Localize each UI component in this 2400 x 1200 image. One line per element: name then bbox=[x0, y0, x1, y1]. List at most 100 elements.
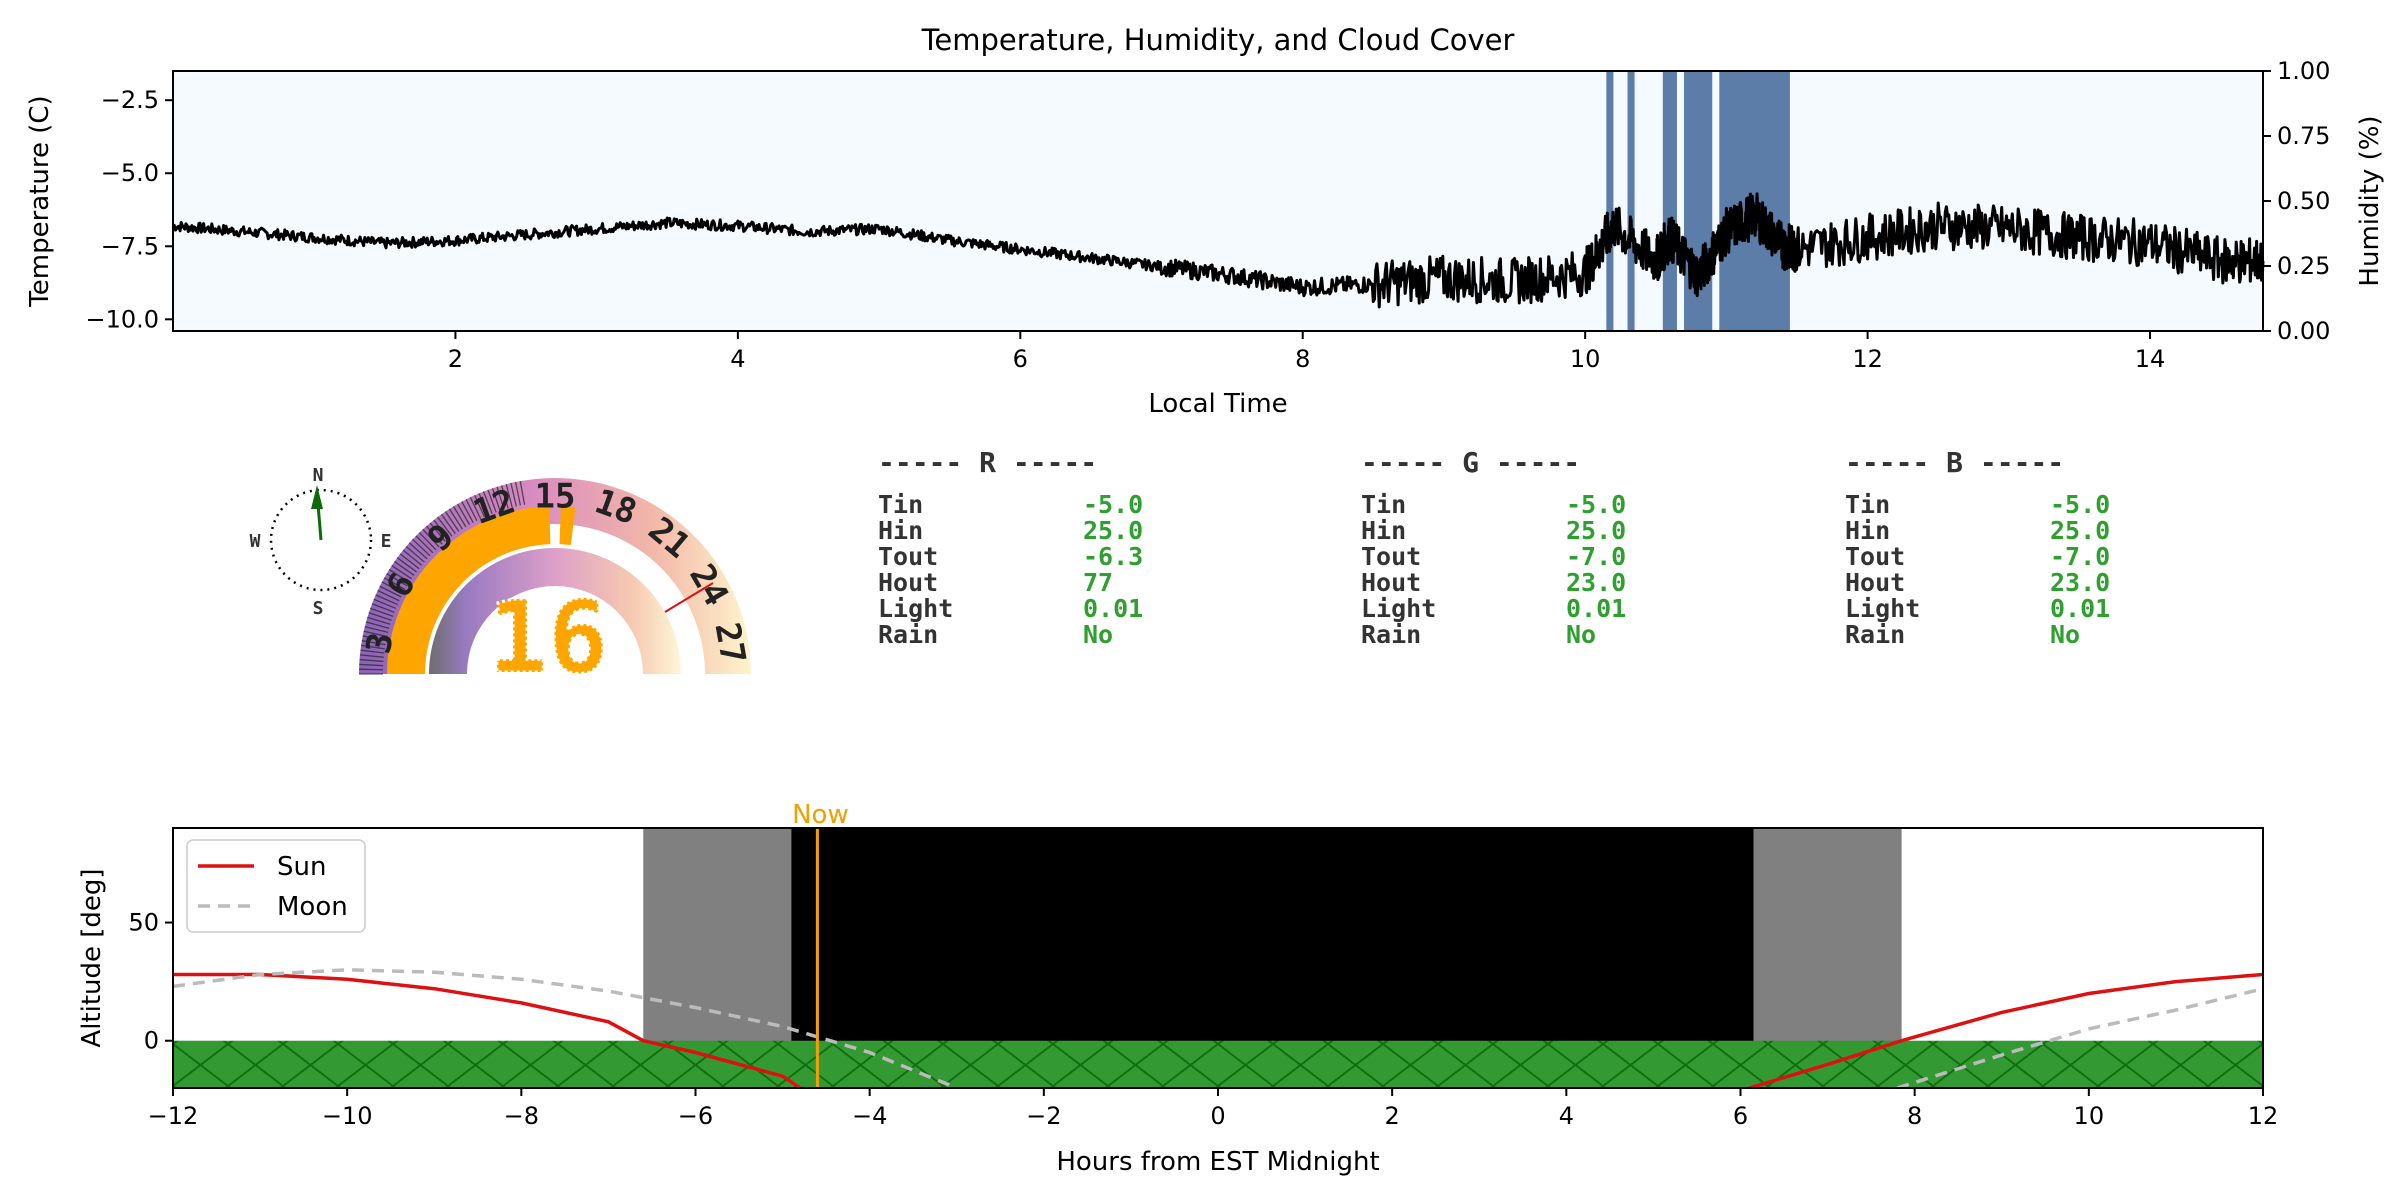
station-row-label: Light bbox=[1845, 594, 1920, 623]
dial-tick bbox=[361, 644, 385, 650]
dial-tick bbox=[377, 589, 400, 602]
y-tick-left-label: −2.5 bbox=[101, 86, 159, 114]
sun-altitude-line bbox=[173, 972, 801, 1088]
dial-tick bbox=[370, 607, 394, 617]
wind-needle-head-icon bbox=[311, 485, 323, 509]
sky-x-tick-label: −10 bbox=[322, 1102, 373, 1130]
y-axis-right-ticks: 0.00 0.25 0.50 0.75 1.00 bbox=[2263, 57, 2330, 345]
dial-tick bbox=[391, 564, 413, 580]
dial-current-marker bbox=[559, 506, 576, 545]
sky-y-tick-label: 0 bbox=[144, 1027, 159, 1055]
now-marker-label: Now bbox=[792, 800, 849, 830]
dial-tick bbox=[487, 489, 497, 513]
x-tick-label: 12 bbox=[1852, 345, 1883, 373]
dial-tick bbox=[375, 594, 398, 606]
y-tick-left-label: −10.0 bbox=[85, 305, 159, 333]
x-tick-label: 2 bbox=[448, 345, 463, 373]
station-block: ----- G ----- Tin -5.0 Hin 25.0 Tout -7.0 Hout 2… bbox=[1361, 446, 1626, 649]
station-row-value: 25.0 bbox=[1566, 516, 1626, 545]
dial-tick bbox=[408, 542, 428, 560]
station-row-value: 0.01 bbox=[2050, 594, 2110, 623]
sky-legend: Sun Moon bbox=[186, 839, 366, 933]
sky-x-axis-label: Hours from EST Midnight bbox=[1056, 1147, 1379, 1177]
dial-tick bbox=[383, 577, 406, 591]
sky-x-tick-label: 0 bbox=[1210, 1102, 1225, 1130]
station-row-label: Tin bbox=[1361, 490, 1406, 519]
station-row-label: Tout bbox=[1361, 542, 1421, 571]
station-row-label: Light bbox=[878, 594, 953, 623]
compass-ring bbox=[269, 488, 373, 592]
station-row-value: No bbox=[2050, 620, 2080, 649]
station-row-value: 77 bbox=[1083, 568, 1113, 597]
dial-tick bbox=[359, 658, 384, 663]
dial-tick bbox=[388, 569, 410, 583]
dial-tick bbox=[474, 494, 486, 518]
x-tick-label: 10 bbox=[1570, 345, 1601, 373]
dial-tick bbox=[452, 506, 467, 528]
dial-tick bbox=[514, 481, 522, 506]
station-row-label: Rain bbox=[878, 620, 938, 649]
station-row-value: -5.0 bbox=[2050, 490, 2110, 519]
dial-tick bbox=[425, 525, 443, 545]
sky-x-tick-label: 6 bbox=[1733, 1102, 1748, 1130]
sky-y-tick-label: 50 bbox=[128, 909, 159, 937]
sky-x-tick-label: −12 bbox=[148, 1102, 199, 1130]
y-tick-left-label: −5.0 bbox=[101, 159, 159, 187]
moon-altitude-line bbox=[173, 968, 958, 1088]
station-row-label: Tin bbox=[1845, 490, 1890, 519]
sky-x-tick-label: 12 bbox=[2248, 1102, 2279, 1130]
dial-tick bbox=[415, 535, 434, 554]
dial-tick bbox=[510, 482, 517, 507]
temperature-humidity-chart: Temperature, Humidity, and Cloud Cover 2… bbox=[25, 23, 2385, 419]
dial-tick bbox=[399, 553, 420, 570]
sun-moon-altitude-chart: Now −12 −10 −8 −6 −4 −2 0 2 4 6 8 10 12 0 50 Hours fr… bbox=[77, 800, 2278, 1177]
dial-tick bbox=[367, 616, 391, 625]
station-row-value: No bbox=[1566, 620, 1596, 649]
station-header: ----- R ----- bbox=[878, 446, 1097, 479]
sky-x-tick-label: 10 bbox=[2074, 1102, 2105, 1130]
dial-tick bbox=[396, 557, 417, 573]
dial-tick bbox=[482, 491, 493, 515]
station-row-value: -5.0 bbox=[1083, 490, 1143, 519]
station-row-label: Hin bbox=[878, 516, 923, 545]
sky-x-tick-label: 2 bbox=[1385, 1102, 1400, 1130]
plot-area-background bbox=[173, 71, 2263, 331]
dial-tick bbox=[448, 508, 463, 530]
dial-tick bbox=[359, 654, 384, 658]
dial-tick bbox=[519, 480, 526, 505]
dial-tick bbox=[433, 519, 450, 540]
cloud-band bbox=[1606, 71, 1614, 331]
station-row-value: 23.0 bbox=[1566, 568, 1626, 597]
sky-x-tick-label: −6 bbox=[678, 1102, 713, 1130]
x-tick-label: 8 bbox=[1295, 345, 1310, 373]
y-axis-left-ticks: −2.5 −5.0 −7.5 −10.0 bbox=[85, 86, 173, 333]
station-row-label: Hin bbox=[1845, 516, 1890, 545]
dial-tick-marks bbox=[359, 480, 526, 675]
dial-tick bbox=[440, 513, 456, 535]
station-row-value: -7.0 bbox=[1566, 542, 1626, 571]
x-tick-label: 6 bbox=[1013, 345, 1028, 373]
station-block: ----- R ----- Tin -5.0 Hin 25.0 Tout -6.3 Hout 7… bbox=[878, 446, 1143, 649]
station-row-label: Tout bbox=[878, 542, 938, 571]
dial-tick bbox=[422, 528, 440, 548]
dial-tick bbox=[359, 663, 384, 667]
dial-tick bbox=[386, 573, 408, 587]
dial-tick bbox=[505, 483, 513, 508]
dial-inner-ring bbox=[429, 548, 681, 674]
station-row-value: 25.0 bbox=[1083, 516, 1143, 545]
dial-tick bbox=[364, 625, 389, 634]
dial-tick bbox=[405, 545, 425, 563]
dial-tick bbox=[429, 522, 446, 542]
sky-y-axis-label: Altitude [deg] bbox=[77, 868, 107, 1047]
compass-east: E bbox=[381, 531, 392, 552]
dial-tick bbox=[362, 635, 387, 642]
dial-tick bbox=[412, 538, 431, 557]
ground-horizon-band bbox=[173, 1040, 2263, 1088]
dial-tick bbox=[496, 486, 505, 510]
moon-altitude-line bbox=[1896, 987, 2263, 1088]
dial-tick bbox=[402, 549, 423, 566]
x-tick-label: 14 bbox=[2135, 345, 2166, 373]
station-row-label: Hout bbox=[1361, 568, 1421, 597]
